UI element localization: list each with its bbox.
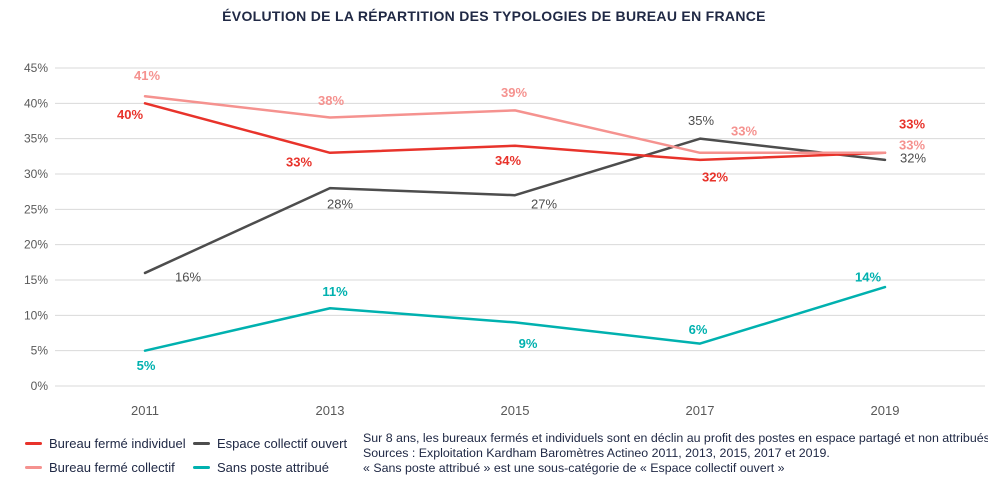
y-tick-label: 5% xyxy=(31,344,49,358)
legend-label: Bureau fermé individuel xyxy=(49,436,186,451)
data-label: 32% xyxy=(702,169,728,184)
series-line-3 xyxy=(143,285,887,352)
data-label: 28% xyxy=(327,197,353,212)
legend-item: Espace collectif ouvert xyxy=(193,436,347,451)
y-tick-label: 35% xyxy=(24,132,48,146)
legend-swatch xyxy=(25,442,42,445)
data-label: 39% xyxy=(501,85,527,100)
data-label: 33% xyxy=(286,154,312,169)
legend-label: Espace collectif ouvert xyxy=(217,436,348,451)
x-tick-label: 2019 xyxy=(871,403,900,418)
x-tick-label: 2013 xyxy=(316,403,345,418)
y-tick-label: 10% xyxy=(24,308,48,322)
footnote-summary: Sur 8 ans, les bureaux fermés et individ… xyxy=(363,431,988,445)
data-label: 33% xyxy=(899,137,925,152)
chart-title: ÉVOLUTION DE LA RÉPARTITION DES TYPOLOGI… xyxy=(222,8,766,24)
series-line-2 xyxy=(143,137,887,275)
chart-footnotes: Sur 8 ans, les bureaux fermés et individ… xyxy=(363,431,988,476)
data-label: 16% xyxy=(175,269,201,284)
data-label: 40% xyxy=(117,107,143,122)
y-tick-label: 40% xyxy=(24,96,48,110)
footnote-note: « Sans poste attribué » est une sous-cat… xyxy=(363,461,785,475)
y-tick-label: 20% xyxy=(24,238,48,252)
series-line-1 xyxy=(143,95,887,155)
data-label: 38% xyxy=(318,93,344,108)
data-label: 5% xyxy=(137,358,156,373)
data-label: 6% xyxy=(689,322,708,337)
y-tick-label: 30% xyxy=(24,167,48,181)
x-tick-label: 2017 xyxy=(686,403,715,418)
data-label: 27% xyxy=(531,197,557,212)
y-tick-label: 25% xyxy=(24,202,48,216)
y-tick-label: 45% xyxy=(24,61,48,75)
x-tick-label: 2015 xyxy=(501,403,530,418)
legend-item: Bureau fermé individuel xyxy=(25,436,193,451)
data-label: 35% xyxy=(688,113,714,128)
data-label: 14% xyxy=(855,270,881,285)
legend-label: Sans poste attribué xyxy=(217,460,330,475)
chart-legend: Bureau fermé individuel Espace collectif … xyxy=(25,436,347,475)
data-label: 9% xyxy=(519,336,538,351)
legend-label: Bureau fermé collectif xyxy=(49,460,175,475)
data-label: 41% xyxy=(134,68,160,83)
y-tick-label: 0% xyxy=(31,379,49,393)
data-label: 33% xyxy=(899,116,925,131)
y-tick-label: 15% xyxy=(24,273,48,287)
series-line-0 xyxy=(143,102,887,162)
data-label: 34% xyxy=(495,153,521,168)
data-label: 33% xyxy=(731,123,757,138)
legend-swatch xyxy=(25,466,42,469)
data-label: 11% xyxy=(322,284,348,299)
legend-swatch xyxy=(193,466,210,469)
x-tick-label: 2011 xyxy=(131,403,159,418)
footnote-sources: Sources : Exploitation Kardham Baromètre… xyxy=(363,446,830,460)
legend-item: Sans poste attribué xyxy=(193,460,347,475)
data-label: 32% xyxy=(900,150,926,165)
legend-swatch xyxy=(193,442,210,445)
legend-item: Bureau fermé collectif xyxy=(25,460,193,475)
